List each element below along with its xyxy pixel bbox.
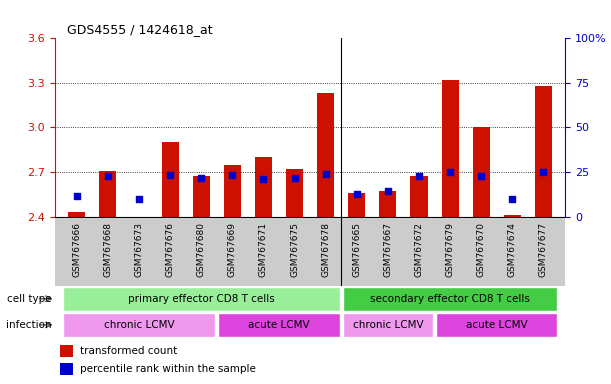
Bar xyxy=(60,363,73,375)
Text: GSM767668: GSM767668 xyxy=(103,222,112,277)
Text: GSM767677: GSM767677 xyxy=(539,222,548,277)
Text: GSM767673: GSM767673 xyxy=(134,222,144,277)
Point xyxy=(352,191,362,197)
Point xyxy=(538,169,548,175)
Text: GSM767666: GSM767666 xyxy=(72,222,81,277)
Text: chronic LCMV: chronic LCMV xyxy=(353,320,423,330)
Text: secondary effector CD8 T cells: secondary effector CD8 T cells xyxy=(370,294,530,304)
Text: cell type: cell type xyxy=(7,294,52,304)
Point xyxy=(227,172,237,178)
Bar xyxy=(192,177,210,217)
Text: GSM767678: GSM767678 xyxy=(321,222,330,277)
Bar xyxy=(218,313,340,337)
Point xyxy=(445,169,455,175)
Text: GSM767674: GSM767674 xyxy=(508,222,517,277)
Text: GSM767670: GSM767670 xyxy=(477,222,486,277)
Text: GDS4555 / 1424618_at: GDS4555 / 1424618_at xyxy=(67,23,213,36)
Text: infection: infection xyxy=(6,320,52,330)
Point xyxy=(414,174,424,180)
Text: acute LCMV: acute LCMV xyxy=(466,320,527,330)
Text: GSM767672: GSM767672 xyxy=(414,222,423,277)
Bar xyxy=(436,313,557,337)
Point xyxy=(258,176,268,182)
Bar xyxy=(63,313,215,337)
Bar xyxy=(473,127,490,217)
Bar xyxy=(379,191,397,217)
Bar xyxy=(343,287,557,311)
Point xyxy=(477,174,486,180)
Bar xyxy=(224,165,241,217)
Text: transformed count: transformed count xyxy=(81,346,178,356)
Bar xyxy=(63,287,340,311)
Text: GSM767675: GSM767675 xyxy=(290,222,299,277)
Text: percentile rank within the sample: percentile rank within the sample xyxy=(81,364,257,374)
Text: GSM767665: GSM767665 xyxy=(353,222,361,277)
Bar xyxy=(255,157,272,217)
Bar xyxy=(442,80,459,217)
Bar xyxy=(68,212,86,217)
Point xyxy=(321,170,331,177)
Text: primary effector CD8 T cells: primary effector CD8 T cells xyxy=(128,294,274,304)
Bar xyxy=(161,142,178,217)
Bar xyxy=(100,170,117,217)
Point xyxy=(290,175,299,181)
Bar xyxy=(411,177,428,217)
Bar xyxy=(286,169,303,217)
Text: GSM767676: GSM767676 xyxy=(166,222,175,277)
Text: acute LCMV: acute LCMV xyxy=(248,320,310,330)
Text: GSM767669: GSM767669 xyxy=(228,222,237,277)
Text: GSM767667: GSM767667 xyxy=(383,222,392,277)
Bar xyxy=(60,345,73,357)
Bar xyxy=(535,86,552,217)
Point xyxy=(507,196,517,202)
Point xyxy=(72,193,82,199)
Point xyxy=(196,175,206,181)
Text: GSM767679: GSM767679 xyxy=(445,222,455,277)
Bar xyxy=(503,215,521,217)
Text: GSM767671: GSM767671 xyxy=(259,222,268,277)
Point xyxy=(103,174,113,180)
Bar xyxy=(343,313,433,337)
Point xyxy=(165,172,175,178)
Bar xyxy=(317,93,334,217)
Point xyxy=(383,188,393,194)
Point xyxy=(134,196,144,202)
Text: chronic LCMV: chronic LCMV xyxy=(104,320,174,330)
Text: GSM767680: GSM767680 xyxy=(197,222,206,277)
Bar xyxy=(348,193,365,217)
